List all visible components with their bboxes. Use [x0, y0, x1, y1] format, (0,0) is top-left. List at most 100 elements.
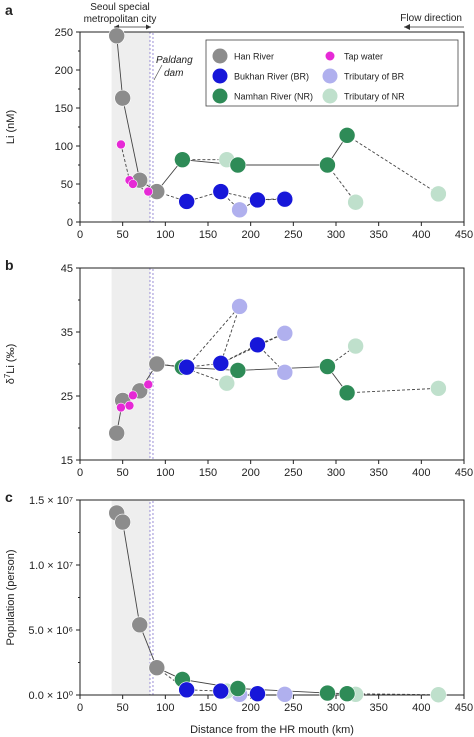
region-label-line2: metropolitan city — [84, 14, 157, 25]
data-point-trib-br — [276, 686, 294, 703]
x-tick-label: 150 — [199, 229, 217, 241]
data-point-han — [108, 424, 125, 442]
y-tick-label: 1.0 × 10⁷ — [29, 560, 73, 572]
y-tick-label: 100 — [55, 141, 73, 153]
panel-c: 0 50 100 150 200 250 300 350 400 450 0.0 × 10⁰ 5.0 … — [5, 495, 473, 714]
data-point-trib-nr — [430, 380, 447, 397]
legend-marker-trib-br — [322, 68, 338, 84]
legend-marker-han — [212, 48, 228, 64]
data-point-bukhan — [178, 358, 195, 376]
x-tick-label: 0 — [77, 467, 83, 479]
x-tick-label: 450 — [455, 467, 473, 479]
x-tick-label: 300 — [327, 467, 345, 479]
x-tick-label: 100 — [156, 467, 174, 479]
y-tick-label: 200 — [55, 65, 73, 77]
x-tick-label: 350 — [369, 702, 387, 714]
x-tick-label: 400 — [412, 467, 430, 479]
data-point-han — [131, 616, 149, 634]
data-point-trib-br — [276, 364, 294, 381]
x-tick-label: 450 — [455, 229, 473, 241]
legend: Han River Tap water Bukhan River (BR) Tribu… — [205, 39, 459, 107]
x-tick-label: 200 — [241, 467, 259, 479]
data-point-bukhan — [212, 355, 230, 372]
data-point-tap — [128, 179, 138, 189]
y-tick-label: 50 — [61, 179, 73, 191]
x-tick-label: 250 — [284, 467, 302, 479]
data-point-namhan — [338, 384, 356, 402]
y-axis-label: Population (person) — [5, 549, 17, 645]
legend-marker-namhan — [212, 88, 228, 104]
data-point-namhan — [229, 156, 247, 174]
x-axis-label: Distance from the HR mouth (km) — [190, 724, 354, 736]
x-tick-label: 200 — [241, 702, 259, 714]
data-point-trib-br — [231, 201, 248, 219]
x-tick-label: 0 — [77, 702, 83, 714]
x-tick-label: 50 — [117, 467, 129, 479]
connector-line — [116, 35, 158, 192]
data-point-namhan — [229, 362, 247, 379]
data-point-trib-br — [231, 298, 248, 315]
y-tick-label: 35 — [61, 327, 73, 339]
panel-a: 0 50 100 150 200 250 300 350 400 450 0 50 100 150 200 2… — [5, 27, 473, 241]
x-tick-label: 50 — [117, 229, 129, 241]
data-point-trib-nr — [347, 193, 364, 211]
y-tick-label: 0.0 × 10⁰ — [29, 690, 74, 702]
data-point-bukhan — [276, 190, 294, 208]
x-tick-label: 100 — [156, 229, 174, 241]
x-tick-label: 400 — [412, 702, 430, 714]
data-point-han — [148, 355, 166, 373]
data-point-trib-nr — [430, 686, 447, 704]
x-tick-label: 100 — [156, 702, 174, 714]
x-tick-label: 400 — [412, 229, 430, 241]
data-point-trib-nr — [218, 374, 236, 392]
legend-marker-tap — [325, 51, 335, 61]
data-point-bukhan — [212, 183, 230, 200]
data-point-bukhan — [178, 193, 195, 210]
y-tick-label: 25 — [61, 391, 73, 403]
data-point-tap — [116, 402, 126, 413]
data-point-namhan — [319, 156, 336, 174]
data-point-namhan — [229, 680, 247, 697]
flow-direction-arrow — [404, 24, 464, 30]
data-point-tap — [128, 390, 138, 401]
x-tick-label: 300 — [327, 229, 345, 241]
data-point-bukhan — [178, 681, 195, 699]
x-tick-label: 50 — [117, 702, 129, 714]
connector-line — [347, 387, 439, 394]
flow-direction-label: Flow direction — [400, 13, 462, 24]
legend-label: Tap water — [344, 52, 383, 62]
y-tick-label: 0 — [67, 217, 73, 229]
data-point-namhan — [319, 684, 336, 702]
data-point-trib-nr — [430, 185, 447, 203]
data-point-bukhan — [249, 336, 266, 354]
data-point-bukhan — [212, 682, 230, 700]
legend-label: Han River — [234, 52, 274, 62]
dam-label-line1: Paldang — [156, 55, 193, 66]
y-tick-label: 45 — [61, 263, 73, 275]
x-tick-label: 200 — [241, 229, 259, 241]
data-point-namhan — [174, 151, 191, 168]
x-tick-label: 350 — [369, 467, 387, 479]
data-point-namhan — [338, 127, 356, 144]
data-point-tap — [116, 139, 126, 150]
data-point-bukhan — [249, 685, 266, 703]
x-tick-label: 0 — [77, 229, 83, 241]
data-point-han — [114, 513, 131, 531]
data-point-tap — [143, 379, 154, 390]
legend-label: Tributary of NR — [344, 92, 405, 102]
y-tick-label: 15 — [61, 455, 73, 467]
x-tick-label: 150 — [199, 702, 217, 714]
data-point-namhan — [319, 358, 336, 375]
legend-marker-trib-nr — [322, 88, 338, 104]
data-point-namhan — [338, 685, 356, 703]
data-point-han — [148, 659, 166, 677]
dam-label-line2: dam — [164, 68, 183, 79]
data-point-han — [108, 27, 125, 45]
y-tick-label: 1.5 × 10⁷ — [29, 495, 73, 507]
panel-c-letter: c — [5, 489, 13, 505]
panel-b: 0 50 100 150 200 250 300 350 400 450 15 25 35 45 δ7Li … — [3, 263, 474, 479]
legend-label: Bukhan River (BR) — [234, 72, 309, 82]
y-tick-label: 5.0 × 10⁶ — [28, 625, 73, 637]
x-tick-label: 450 — [455, 702, 473, 714]
